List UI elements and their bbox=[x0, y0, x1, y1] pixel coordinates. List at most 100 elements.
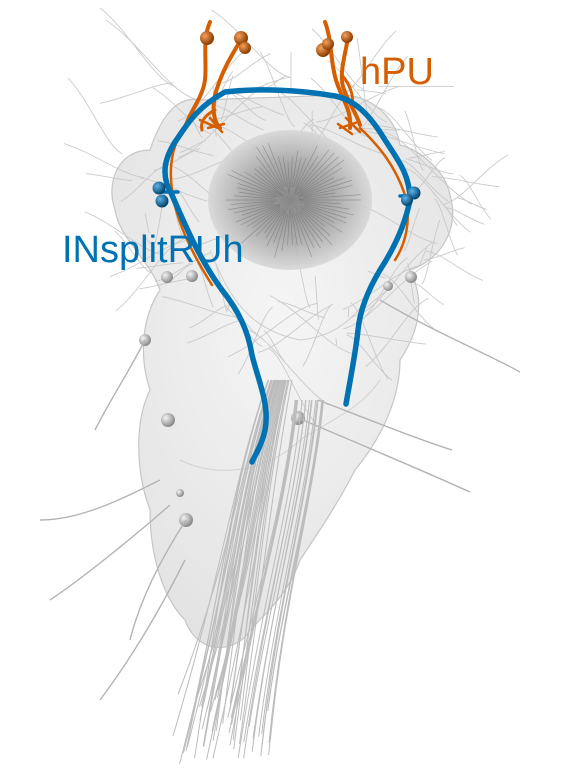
background-neurite bbox=[174, 187, 200, 223]
soma-icon bbox=[176, 489, 184, 497]
neuropil-fiber bbox=[274, 212, 287, 258]
hpu-label: hPU bbox=[360, 51, 434, 93]
neuropil-fiber bbox=[292, 209, 303, 246]
neuropil-fiber bbox=[281, 214, 289, 252]
background-neurite bbox=[328, 60, 387, 123]
cord-fiber bbox=[229, 379, 285, 704]
neuropil-fiber bbox=[259, 167, 282, 191]
cord-fiber bbox=[237, 399, 303, 758]
cord-fiber bbox=[248, 399, 310, 727]
cord-fiber bbox=[232, 379, 286, 741]
neuropil-fiber bbox=[254, 168, 278, 190]
background-neurite bbox=[382, 273, 434, 329]
background-neurite bbox=[356, 37, 369, 115]
neuropil-fiber bbox=[277, 156, 287, 188]
background-neurite bbox=[346, 334, 393, 381]
neuropil-fiber bbox=[298, 177, 345, 197]
hpu-arbor bbox=[198, 116, 226, 134]
background-neurite bbox=[109, 239, 189, 277]
background-neurite bbox=[357, 129, 445, 155]
neuropil-fiber bbox=[244, 171, 284, 196]
axon bbox=[379, 299, 521, 373]
body-lower-contour bbox=[179, 379, 381, 471]
neuropil-fiber bbox=[273, 206, 288, 243]
neuropil-fiber bbox=[240, 208, 281, 244]
soma-icon bbox=[405, 271, 417, 283]
neuropil-fiber bbox=[294, 213, 313, 258]
neuropil-fiber bbox=[241, 203, 277, 216]
neuropil-fiber bbox=[300, 208, 331, 236]
neuropil-fiber bbox=[287, 210, 290, 246]
cord-fiber bbox=[243, 399, 307, 743]
background-neurite bbox=[227, 302, 318, 358]
neuropil bbox=[208, 130, 372, 270]
neuropil-fiber bbox=[298, 177, 335, 196]
neuropil-fibers bbox=[225, 142, 361, 258]
axon bbox=[317, 399, 453, 451]
background-neurite bbox=[144, 213, 150, 234]
insplitruh-soma-icon bbox=[152, 181, 166, 195]
background-neurite bbox=[67, 77, 123, 155]
neuropil-fiber bbox=[228, 202, 274, 210]
neuropil-fiber bbox=[294, 155, 319, 194]
background-neurite bbox=[432, 176, 500, 188]
insplitruh-soma-icon bbox=[401, 194, 413, 206]
insplitruh-somata bbox=[152, 181, 421, 208]
neuropil-fiber bbox=[238, 191, 276, 199]
neuropil-fiber bbox=[231, 170, 283, 197]
background-neurite bbox=[157, 140, 214, 157]
background-neurite bbox=[63, 143, 145, 179]
soma-icon bbox=[383, 281, 393, 291]
background-neurite bbox=[85, 173, 133, 181]
background-neurite bbox=[263, 330, 285, 362]
neuropil-fiber bbox=[294, 158, 307, 187]
background-neurite bbox=[213, 106, 263, 121]
background-neurite bbox=[159, 253, 162, 255]
background-neurite bbox=[459, 174, 492, 220]
cord-fiber bbox=[238, 379, 293, 745]
neuropil-fiber bbox=[234, 203, 274, 214]
grey-axons bbox=[39, 299, 521, 701]
neuropil-fiber bbox=[303, 206, 335, 223]
background-neurite bbox=[269, 295, 354, 355]
neuropil-fiber bbox=[230, 200, 276, 205]
neuropil-fiber bbox=[297, 179, 353, 198]
cord-fiber bbox=[177, 379, 272, 695]
neuropil-fiber bbox=[302, 192, 336, 199]
neuropil-fiber bbox=[299, 205, 343, 233]
nerve-cord-bundle bbox=[172, 379, 325, 764]
neuropil-fiber bbox=[290, 156, 293, 188]
neuropil-fiber bbox=[294, 145, 318, 191]
background-neurite bbox=[365, 298, 429, 367]
hpu-somata bbox=[200, 31, 353, 57]
background-neurite bbox=[418, 247, 428, 267]
background-neurite bbox=[358, 242, 433, 315]
cord-fiber bbox=[258, 399, 317, 737]
cord-fiber bbox=[198, 379, 281, 707]
axon bbox=[39, 479, 161, 521]
neuropil-fiber bbox=[303, 205, 347, 224]
hpu-neurite bbox=[200, 108, 217, 132]
neuropil-fiber bbox=[304, 204, 347, 219]
neuropil-fiber bbox=[290, 208, 293, 246]
neuropil-fiber bbox=[256, 146, 286, 194]
hpu-soma-icon bbox=[234, 31, 248, 45]
background-neurite bbox=[99, 7, 175, 87]
background-neurite bbox=[141, 233, 153, 245]
neuropil-fiber bbox=[300, 167, 342, 194]
neuropil-fiber bbox=[262, 145, 284, 187]
background-neurite bbox=[310, 77, 367, 138]
cord-fiber bbox=[214, 379, 284, 700]
background-neurite bbox=[434, 198, 458, 256]
axon bbox=[49, 504, 171, 601]
neuropil-fiber bbox=[265, 208, 285, 238]
background-neurite bbox=[382, 131, 472, 205]
neuropil-fiber bbox=[227, 174, 276, 195]
background-neurite bbox=[105, 19, 195, 100]
background-neurite bbox=[152, 87, 212, 135]
background-neurite bbox=[259, 51, 296, 128]
neuropil-fiber bbox=[246, 205, 281, 227]
background-neurite bbox=[342, 30, 397, 95]
background-neurite bbox=[343, 260, 433, 330]
background-neurite bbox=[413, 282, 444, 305]
